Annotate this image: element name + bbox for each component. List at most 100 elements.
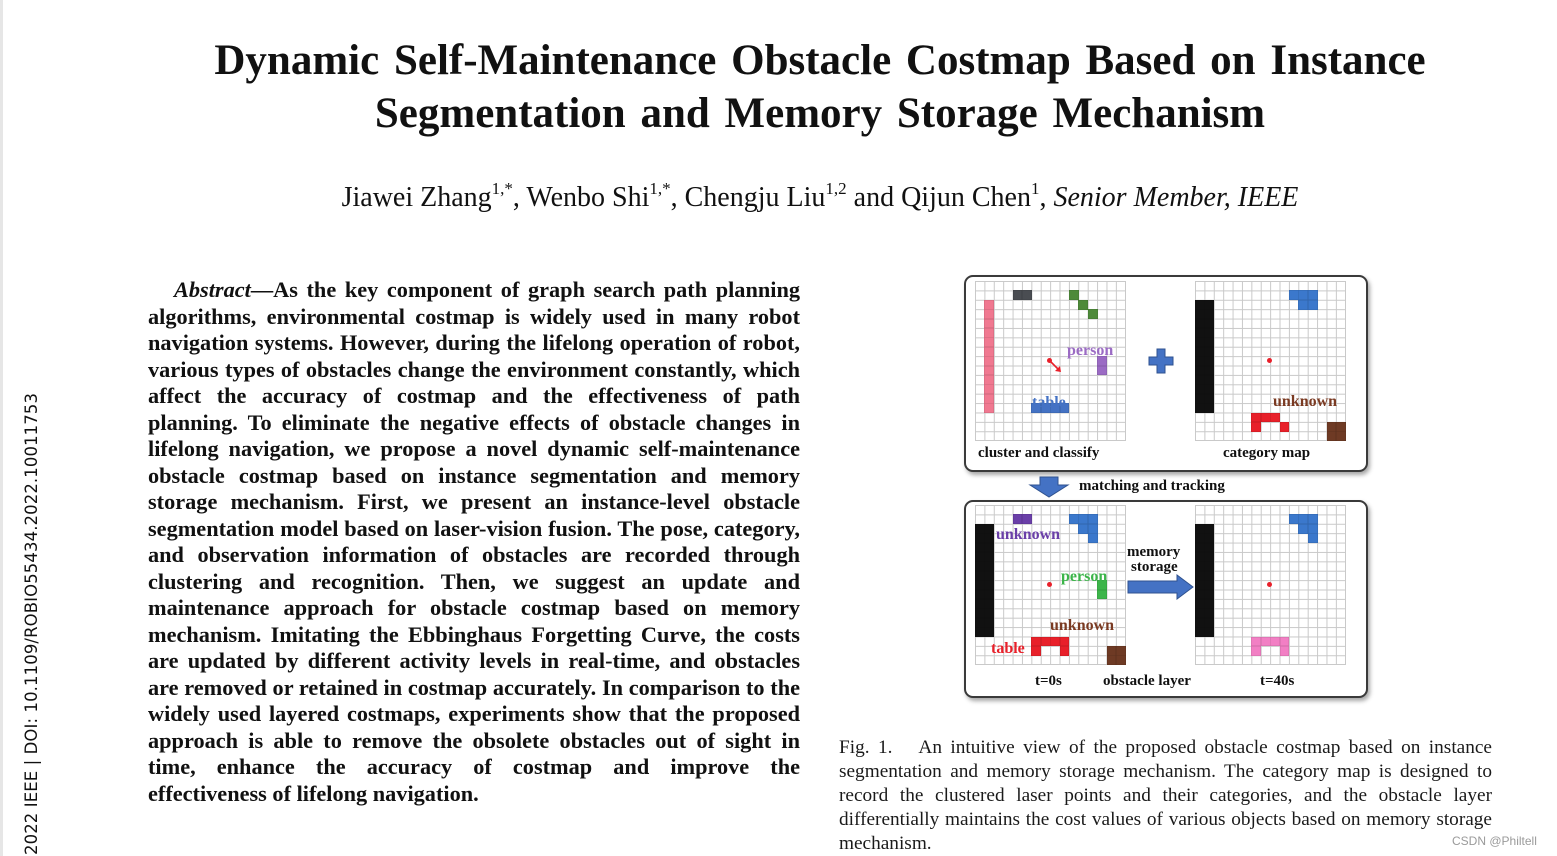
occupied-cell: [975, 599, 985, 609]
down-arrow-icon: [1028, 476, 1070, 498]
occupied-cell: [1097, 589, 1108, 600]
occupied-cell: [1040, 636, 1051, 647]
occupied-cell: [1195, 552, 1205, 562]
occupied-cell: [1204, 299, 1215, 310]
occupied-cell: [1116, 655, 1126, 666]
occupied-cell: [1031, 646, 1042, 656]
occupied-cell: [1195, 393, 1205, 404]
person-green-label: person: [1061, 568, 1108, 585]
occupied-cell: [984, 580, 995, 591]
occupied-cell: [1336, 431, 1346, 442]
occupied-cell: [1195, 580, 1205, 591]
occupied-cell: [984, 608, 995, 619]
abstract-label: Abstract: [174, 277, 251, 302]
occupied-cell: [1204, 365, 1215, 376]
occupied-cell: [1336, 422, 1346, 432]
occupied-cell: [1195, 309, 1205, 320]
occupied-cell: [1195, 337, 1205, 348]
occupied-cell: [1204, 346, 1215, 357]
storage-label: storage: [1131, 559, 1178, 575]
occupied-cell: [984, 533, 995, 544]
occupied-cell: [975, 589, 985, 600]
occupied-cell: [1195, 617, 1205, 628]
occupied-cell: [984, 393, 995, 404]
occupied-cell: [1326, 422, 1337, 432]
occupied-cell: [984, 552, 995, 562]
occupied-cell: [1195, 570, 1205, 581]
occupied-cell: [1195, 356, 1205, 367]
occupied-cell: [1195, 384, 1205, 395]
occupied-cell: [1195, 346, 1205, 357]
occupied-cell: [1106, 655, 1117, 666]
right-arrow-icon: [1127, 574, 1194, 600]
occupied-cell: [1251, 412, 1262, 423]
page-edge: [0, 0, 3, 856]
occupied-cell: [984, 403, 995, 414]
occupied-cell: [984, 384, 995, 395]
abstract: Abstract—As the key component of graph s…: [148, 277, 800, 807]
occupied-cell: [984, 523, 995, 534]
t40-label: t=40s: [1260, 673, 1295, 689]
occupied-cell: [975, 542, 985, 553]
robot-position-dot: [1047, 358, 1052, 363]
title-line-2: Segmentation and Memory Storage Mechanis…: [374, 90, 1266, 137]
figure-caption: Fig. 1. An intuitive view of the proposed…: [839, 736, 1492, 856]
occupied-cell: [1195, 561, 1205, 572]
author-affiliation: 1,*: [491, 179, 513, 198]
doi-side-label: 2022 IEEE | DOI: 10.1109/ROBIO55434.2022…: [22, 392, 41, 855]
occupied-cell: [1204, 393, 1215, 404]
occupied-cell: [975, 608, 985, 619]
watermark: CSDN @Philtell: [1452, 834, 1537, 848]
occupied-cell: [1078, 523, 1089, 534]
occupied-cell: [984, 346, 995, 357]
occupied-cell: [1204, 533, 1215, 544]
occupied-cell: [1040, 403, 1051, 414]
occupied-cell: [1307, 290, 1318, 301]
unknown-label: unknown: [1273, 393, 1338, 410]
occupied-cell: [1251, 636, 1262, 647]
occupied-cell: [1195, 533, 1205, 544]
occupied-cell: [1204, 552, 1215, 562]
author-membership: Senior Member, IEEE: [1053, 182, 1299, 213]
occupied-cell: [984, 599, 995, 609]
occupied-cell: [1204, 599, 1215, 609]
occupied-cell: [1195, 375, 1205, 385]
occupied-cell: [1204, 318, 1215, 329]
occupied-cell: [1195, 318, 1205, 329]
occupied-cell: [984, 561, 995, 572]
occupied-cell: [1307, 514, 1318, 525]
figure-number: Fig. 1.: [839, 737, 893, 758]
occupied-cell: [984, 318, 995, 329]
occupied-cell: [1260, 636, 1271, 647]
occupied-cell: [1022, 514, 1032, 525]
occupied-cell: [975, 627, 985, 638]
person-label: person: [1067, 342, 1114, 359]
author-name: Chengju Liu: [684, 182, 826, 213]
occupied-cell: [975, 570, 985, 581]
occupied-cell: [1298, 299, 1309, 310]
cluster-and-classify-label: cluster and classify: [978, 445, 1100, 461]
occupied-cell: [984, 299, 995, 310]
occupied-cell: [984, 589, 995, 600]
occupied-cell: [1307, 523, 1318, 534]
occupied-cell: [1279, 636, 1290, 647]
table-label: table: [1032, 394, 1066, 411]
occupied-cell: [1195, 328, 1205, 338]
occupied-cell: [1097, 365, 1108, 376]
abstract-dash: —: [250, 277, 274, 302]
table-red-label: table: [991, 640, 1025, 657]
occupied-cell: [1204, 337, 1215, 348]
occupied-cell: [1022, 290, 1032, 301]
occupied-cell: [984, 627, 995, 638]
occupied-cell: [1078, 514, 1089, 525]
occupied-cell: [1307, 533, 1318, 544]
category-map-label: category map: [1223, 445, 1311, 461]
occupied-cell: [984, 617, 995, 628]
plus-icon: [1148, 348, 1174, 374]
author-list: Jiawei Zhang1,*, Wenbo Shi1,*, Chengju L…: [341, 179, 1299, 213]
occupied-cell: [1195, 599, 1205, 609]
occupied-cell: [1195, 589, 1205, 600]
occupied-cell: [975, 617, 985, 628]
unknown-top-label: unknown: [996, 526, 1061, 543]
occupied-cell: [1078, 299, 1089, 310]
